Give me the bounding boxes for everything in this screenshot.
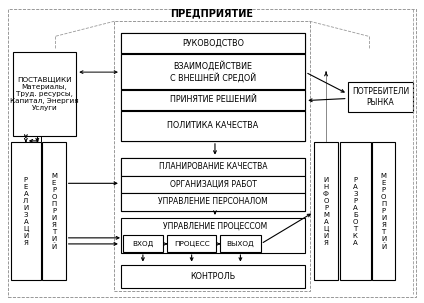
- Text: ВЗАИМОДЕЙСТВИЕ
С ВНЕШНЕЙ СРЕДОЙ: ВЗАИМОДЕЙСТВИЕ С ВНЕШНЕЙ СРЕДОЙ: [170, 61, 256, 82]
- FancyBboxPatch shape: [121, 111, 305, 141]
- FancyBboxPatch shape: [123, 235, 163, 252]
- Text: УПРАВЛЕНИЕ ПЕРСОНАЛОМ: УПРАВЛЕНИЕ ПЕРСОНАЛОМ: [158, 198, 268, 206]
- FancyBboxPatch shape: [121, 33, 305, 53]
- Text: ПЛАНИРОВАНИЕ КАЧЕСТВА: ПЛАНИРОВАНИЕ КАЧЕСТВА: [159, 162, 267, 171]
- Text: ОРГАНИЗАЦИЯ РАБОТ: ОРГАНИЗАЦИЯ РАБОТ: [170, 180, 257, 189]
- Text: ВХОД: ВХОД: [132, 241, 154, 247]
- FancyBboxPatch shape: [121, 158, 305, 211]
- Text: ПОТРЕБИТЕЛИ
РЫНКА: ПОТРЕБИТЕЛИ РЫНКА: [352, 87, 409, 107]
- FancyBboxPatch shape: [121, 158, 305, 176]
- FancyBboxPatch shape: [220, 235, 261, 252]
- FancyBboxPatch shape: [372, 142, 395, 280]
- Text: И
Н
Ф
О
Р
М
А
Ц
И
Я: И Н Ф О Р М А Ц И Я: [323, 177, 329, 246]
- FancyBboxPatch shape: [121, 193, 305, 211]
- Text: РУКОВОДСТВО: РУКОВОДСТВО: [182, 39, 244, 48]
- FancyBboxPatch shape: [13, 52, 76, 136]
- FancyBboxPatch shape: [340, 142, 371, 280]
- FancyBboxPatch shape: [121, 265, 305, 288]
- FancyBboxPatch shape: [121, 218, 305, 253]
- Text: Р
А
З
Р
А
Б
О
Т
К
А: Р А З Р А Б О Т К А: [353, 177, 358, 246]
- Text: КОНТРОЛЬ: КОНТРОЛЬ: [190, 272, 236, 281]
- FancyBboxPatch shape: [121, 54, 305, 89]
- FancyBboxPatch shape: [348, 82, 413, 112]
- Text: ПОЛИТИКА КАЧЕСТВА: ПОЛИТИКА КАЧЕСТВА: [167, 121, 259, 130]
- FancyBboxPatch shape: [314, 142, 338, 280]
- Text: Р
Е
А
Л
И
З
А
Ц
И
Я: Р Е А Л И З А Ц И Я: [23, 177, 28, 246]
- Text: ПРОЦЕСС: ПРОЦЕСС: [174, 241, 210, 247]
- FancyBboxPatch shape: [121, 90, 305, 110]
- FancyBboxPatch shape: [11, 142, 41, 280]
- FancyBboxPatch shape: [121, 176, 305, 193]
- Text: ПРИНЯТИЕ РЕШЕНИЙ: ПРИНЯТИЕ РЕШЕНИЙ: [170, 95, 257, 104]
- Text: ПРЕДПРИЯТИЕ: ПРЕДПРИЯТИЕ: [170, 8, 254, 19]
- Text: ВЫХОД: ВЫХОД: [227, 241, 254, 247]
- Text: М
Е
Р
О
П
Р
И
Я
Т
И
Й: М Е Р О П Р И Я Т И Й: [380, 173, 387, 250]
- Text: ПОСТАВЩИКИ
Материалы,
Труд. ресурсы,
Капитал, Энергия
Услуги: ПОСТАВЩИКИ Материалы, Труд. ресурсы, Кап…: [10, 77, 79, 111]
- Text: М
Е
Р
О
П
Р
И
Я
Т
И
Й: М Е Р О П Р И Я Т И Й: [51, 173, 57, 250]
- FancyBboxPatch shape: [121, 33, 305, 141]
- FancyBboxPatch shape: [167, 235, 216, 252]
- FancyBboxPatch shape: [42, 142, 66, 280]
- Text: УПРАВЛЕНИЕ ПРОЦЕССОМ: УПРАВЛЕНИЕ ПРОЦЕССОМ: [163, 221, 267, 230]
